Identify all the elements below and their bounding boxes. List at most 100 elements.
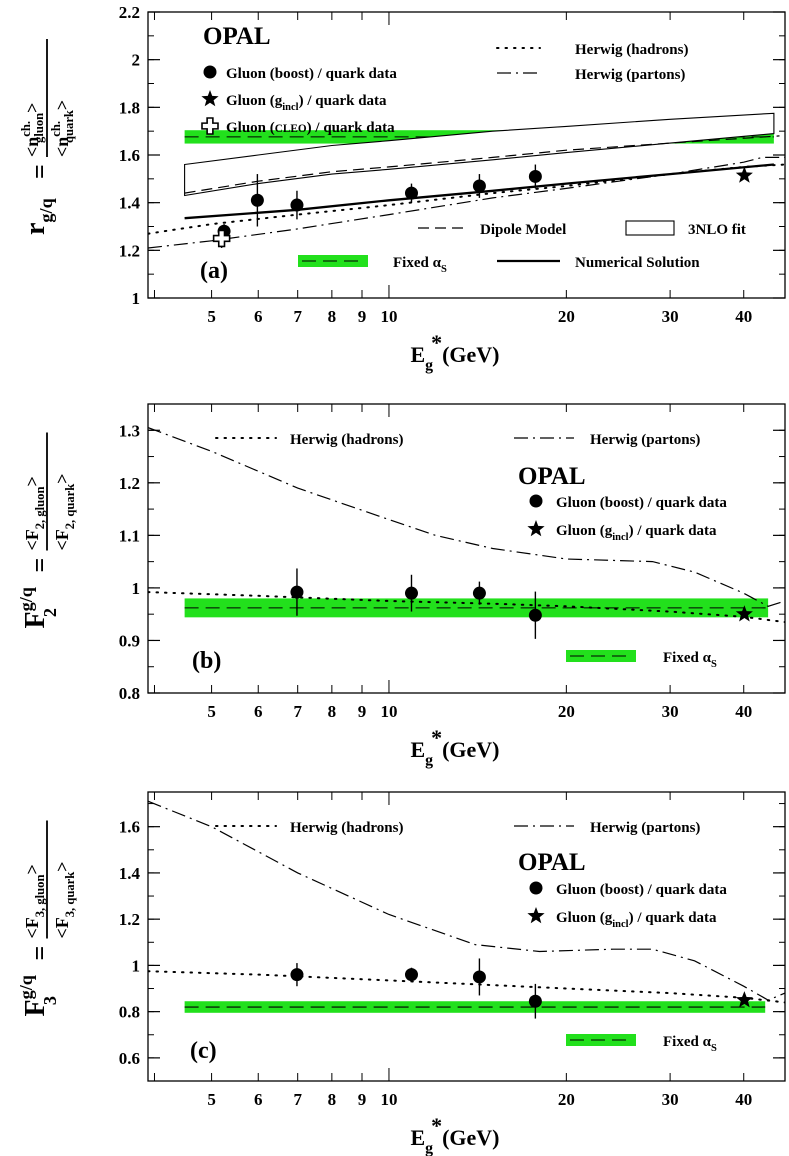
- boost-data-point: [472, 586, 486, 600]
- x-axis-label: Eg*(GeV): [410, 1113, 499, 1156]
- dipole-model-curve: [184, 135, 780, 194]
- legend-incl-marker: [527, 907, 545, 924]
- x-tick-label: 30: [662, 307, 679, 326]
- y-axis-symbol: Fg/q2: [16, 587, 60, 628]
- legend-herwig-partons: Herwig (partons): [590, 432, 700, 448]
- x-tick-label: 10: [380, 702, 397, 721]
- legend-incl: Gluon (gincl) / quark data: [556, 910, 717, 930]
- boost-data-point: [472, 179, 486, 193]
- panel-a: 1 1.2 1.4 1.6 1.8 2 2.2 5 6 7 8 9 10 20 30 40 Eg*(GeV) rg…: [19, 3, 786, 374]
- y-axis-label: rg/q = <nch.gluon><nch.quark>: [19, 39, 76, 235]
- y-axis-denominator: <F2, quark>: [52, 473, 77, 550]
- y-axis-numerator: <F3, gluon>: [22, 864, 47, 938]
- panel-c: 0.6 0.8 1 1.2 1.4 1.6 5 6 7 8 9 10 20 30 40 Eg*(GeV) Fg/…: [16, 791, 786, 1156]
- legend-incl: Gluon (gincl) / quark data: [226, 93, 387, 113]
- boost-data-point: [404, 186, 418, 200]
- legend-herwig-partons: Herwig (partons): [575, 67, 685, 83]
- legend-boost: Gluon (boost) / quark data: [556, 882, 727, 898]
- legend-herwig-hadrons: Herwig (hadrons): [575, 42, 688, 58]
- y-tick-label: 1.1: [119, 526, 140, 545]
- herwig-partons-curve: [148, 156, 785, 249]
- x-tick-label: 40: [735, 1090, 752, 1109]
- x-tick-label: 20: [558, 307, 575, 326]
- fixed-alpha-band: [184, 1001, 766, 1013]
- legend-herwig-hadrons: Herwig (hadrons): [290, 820, 403, 836]
- y-axis-equals: =: [25, 946, 54, 961]
- x-tick-label: 8: [328, 702, 337, 721]
- legend-dipole: Dipole Model: [480, 222, 566, 238]
- plot-area-a: [148, 112, 785, 249]
- plot-frame: [147, 403, 786, 694]
- x-tick-label: 9: [358, 702, 367, 721]
- y-tick-label: 1.2: [119, 241, 140, 260]
- herwig-hadrons-curve: [148, 591, 785, 624]
- x-tick-label: 9: [358, 1090, 367, 1109]
- y-axis-label: Fg/q3 = <F3, gluon><F3, quark>: [16, 820, 77, 1017]
- y-tick-label: 1.4: [119, 864, 141, 883]
- experiment-label: OPAL: [518, 463, 586, 490]
- boost-data-point: [290, 198, 304, 212]
- legend-herwig-partons: Herwig (partons): [590, 820, 700, 836]
- y-tick-label: 1.6: [119, 146, 140, 165]
- legend-cleo: Gluon (CLEO) / quark data: [226, 120, 395, 136]
- x-tick-label: 5: [207, 307, 216, 326]
- incl-data-point: [735, 605, 753, 622]
- x-tick-label: 40: [735, 307, 752, 326]
- legend-boost-marker: [203, 65, 217, 79]
- y-axis-denominator: <F3, quark>: [52, 861, 77, 938]
- y-axis-denominator: <nch.quark>: [49, 100, 76, 157]
- legend-fixed: Fixed αS: [663, 650, 717, 670]
- boost-data-point: [250, 193, 264, 207]
- y-tick-label: 0.8: [119, 1003, 140, 1022]
- y-tick-label: 1.4: [119, 194, 141, 213]
- boost-data-point: [472, 970, 486, 984]
- y-tick-label: 0.6: [119, 1049, 140, 1068]
- y-tick-label: 1.3: [119, 421, 140, 440]
- x-tick-label: 6: [254, 307, 263, 326]
- y-tick-label: 2: [132, 51, 141, 70]
- herwig-partons-curve: [148, 800, 785, 1001]
- y-tick-label: 1: [132, 289, 141, 308]
- incl-data-point: [735, 991, 753, 1008]
- herwig-hadrons-curve: [148, 163, 785, 235]
- y-tick-label: 1: [132, 579, 141, 598]
- legend-fixed: Fixed αS: [393, 255, 447, 275]
- x-tick-label: 7: [293, 307, 302, 326]
- herwig-hadrons-curve: [148, 970, 785, 1004]
- legend-herwig-hadrons: Herwig (hadrons): [290, 432, 403, 448]
- legend-fixed: Fixed αS: [663, 1034, 717, 1054]
- x-tick-label: 6: [254, 702, 263, 721]
- x-tick-label: 9: [358, 307, 367, 326]
- y-axis-equals: =: [25, 164, 54, 179]
- plot-area-b: [148, 427, 785, 639]
- boost-data-point: [528, 994, 542, 1008]
- legend-incl-marker: [527, 520, 545, 537]
- legend-incl: Gluon (gincl) / quark data: [556, 523, 717, 543]
- boost-data-point: [290, 585, 304, 599]
- y-tick-label: 2.2: [119, 3, 140, 22]
- x-axis-label: Eg*(GeV): [410, 725, 499, 769]
- x-tick-label: 8: [328, 1090, 337, 1109]
- legend-incl-marker: [201, 90, 219, 107]
- x-tick-label: 5: [207, 1090, 216, 1109]
- x-tick-label: 7: [293, 1090, 302, 1109]
- y-tick-label: 1.6: [119, 818, 140, 837]
- legend-boost-marker: [529, 881, 543, 895]
- x-tick-label: 30: [662, 1090, 679, 1109]
- y-axis-numerator: <nch.gluon>: [19, 103, 46, 157]
- x-tick-label: 5: [207, 702, 216, 721]
- herwig-partons-curve: [148, 427, 785, 607]
- x-axis-label: Eg*(GeV): [410, 330, 499, 374]
- y-axis-numerator: <F2, gluon>: [22, 476, 47, 550]
- y-axis-equals: =: [25, 558, 54, 573]
- y-axis-symbol: Fg/q3: [16, 975, 60, 1016]
- x-tick-label: 30: [662, 702, 679, 721]
- incl-data-point: [735, 166, 753, 183]
- legend-boost: Gluon (boost) / quark data: [226, 66, 397, 82]
- boost-data-point: [528, 169, 542, 183]
- legend-boost: Gluon (boost) / quark data: [556, 495, 727, 511]
- legend-cleo-marker: [201, 117, 219, 135]
- legend-numerical: Numerical Solution: [575, 255, 700, 271]
- boost-data-point: [528, 608, 542, 622]
- cleo-data-point: [212, 229, 231, 248]
